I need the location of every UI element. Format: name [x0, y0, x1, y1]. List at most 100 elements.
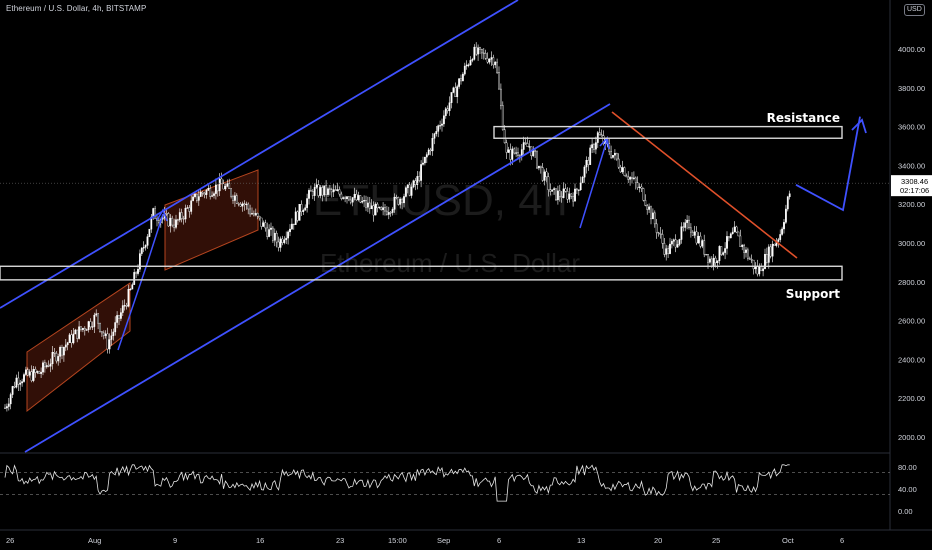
- candle-body[interactable]: [484, 53, 487, 59]
- candle-body[interactable]: [118, 315, 120, 319]
- candle-body[interactable]: [294, 211, 297, 225]
- candle-body[interactable]: [178, 212, 181, 221]
- candle-body[interactable]: [577, 189, 580, 191]
- candle-body[interactable]: [538, 165, 540, 169]
- candle-body[interactable]: [222, 183, 225, 190]
- candle-body[interactable]: [386, 210, 388, 215]
- candle-body[interactable]: [346, 196, 348, 200]
- candle-body[interactable]: [205, 190, 208, 195]
- candle-body[interactable]: [110, 335, 113, 340]
- candle-body[interactable]: [116, 315, 119, 323]
- candle-body[interactable]: [543, 171, 546, 181]
- candle-body[interactable]: [446, 108, 449, 112]
- candle-body[interactable]: [142, 247, 145, 249]
- candle-body[interactable]: [500, 88, 502, 106]
- candle-body[interactable]: [59, 347, 62, 357]
- candle-body[interactable]: [268, 229, 270, 237]
- candle-body[interactable]: [553, 188, 556, 190]
- candle-body[interactable]: [532, 150, 535, 157]
- candle-body[interactable]: [211, 195, 213, 197]
- candle-body[interactable]: [619, 166, 622, 173]
- candle-body[interactable]: [245, 203, 248, 206]
- candle-body[interactable]: [444, 108, 447, 116]
- candle-body[interactable]: [788, 193, 791, 198]
- candle-body[interactable]: [384, 207, 386, 212]
- candle-body[interactable]: [752, 259, 755, 270]
- candle-body[interactable]: [241, 203, 244, 207]
- candle-body[interactable]: [661, 234, 664, 244]
- candle-body[interactable]: [773, 243, 776, 246]
- candle-body[interactable]: [610, 151, 613, 158]
- candle-body[interactable]: [363, 200, 365, 202]
- candle-body[interactable]: [496, 61, 498, 73]
- candle-body[interactable]: [454, 87, 457, 98]
- candle-body[interactable]: [534, 150, 537, 153]
- candle-body[interactable]: [287, 231, 289, 239]
- candle-body[interactable]: [53, 352, 56, 354]
- candle-body[interactable]: [663, 243, 666, 255]
- candle-body[interactable]: [391, 209, 394, 213]
- candle-body[interactable]: [315, 184, 318, 188]
- candle-body[interactable]: [771, 243, 774, 257]
- candle-body[interactable]: [705, 253, 708, 256]
- candle-body[interactable]: [522, 142, 525, 150]
- candle-body[interactable]: [769, 246, 772, 257]
- candle-body[interactable]: [137, 269, 139, 274]
- candle-body[interactable]: [47, 365, 50, 367]
- candle-body[interactable]: [232, 196, 234, 201]
- candle-body[interactable]: [138, 253, 141, 270]
- candle-body[interactable]: [342, 197, 345, 199]
- candle-body[interactable]: [302, 210, 305, 212]
- candle-body[interactable]: [249, 208, 251, 215]
- candle-body[interactable]: [171, 217, 174, 226]
- candle-body[interactable]: [517, 152, 519, 156]
- candle-body[interactable]: [684, 222, 687, 228]
- channel-upper-line[interactable]: [0, 0, 519, 309]
- candle-body[interactable]: [11, 386, 14, 395]
- candle-body[interactable]: [439, 125, 441, 127]
- candle-body[interactable]: [374, 203, 377, 216]
- candle-body[interactable]: [558, 190, 561, 197]
- candle-body[interactable]: [720, 246, 723, 255]
- candle-body[interactable]: [125, 305, 128, 307]
- candle-body[interactable]: [7, 403, 10, 407]
- candle-body[interactable]: [321, 187, 324, 196]
- candle-body[interactable]: [579, 182, 582, 191]
- candle-body[interactable]: [233, 195, 236, 201]
- candle-body[interactable]: [412, 180, 415, 188]
- candle-body[interactable]: [317, 184, 320, 196]
- candle-body[interactable]: [435, 131, 438, 134]
- impulse-arrow-2[interactable]: [579, 139, 608, 229]
- candle-body[interactable]: [467, 64, 470, 66]
- candle-body[interactable]: [621, 167, 624, 173]
- candle-body[interactable]: [279, 238, 282, 248]
- candle-body[interactable]: [175, 219, 177, 228]
- candle-body[interactable]: [653, 212, 656, 225]
- candle-body[interactable]: [709, 258, 711, 263]
- candle-body[interactable]: [511, 148, 514, 160]
- candle-body[interactable]: [659, 233, 662, 235]
- candle-body[interactable]: [465, 64, 468, 67]
- candle-body[interactable]: [184, 207, 187, 220]
- candle-body[interactable]: [452, 87, 455, 93]
- candle-body[interactable]: [230, 188, 232, 197]
- candle-body[interactable]: [349, 199, 352, 203]
- candle-body[interactable]: [298, 204, 301, 221]
- candle-body[interactable]: [528, 146, 531, 148]
- candle-body[interactable]: [119, 312, 122, 319]
- projection-arrow[interactable]: [795, 116, 861, 212]
- candle-body[interactable]: [735, 226, 738, 233]
- candle-body[interactable]: [650, 206, 652, 220]
- candle-body[interactable]: [123, 305, 126, 307]
- candle-body[interactable]: [25, 369, 27, 375]
- candle-body[interactable]: [536, 151, 538, 169]
- candle-body[interactable]: [475, 46, 478, 55]
- candle-body[interactable]: [424, 156, 426, 164]
- candle-body[interactable]: [157, 220, 160, 223]
- candle-body[interactable]: [669, 243, 671, 254]
- candle-body[interactable]: [785, 208, 787, 223]
- candle-body[interactable]: [672, 239, 675, 242]
- candle-body[interactable]: [652, 212, 654, 220]
- candle-body[interactable]: [372, 205, 375, 216]
- candle-body[interactable]: [644, 200, 647, 206]
